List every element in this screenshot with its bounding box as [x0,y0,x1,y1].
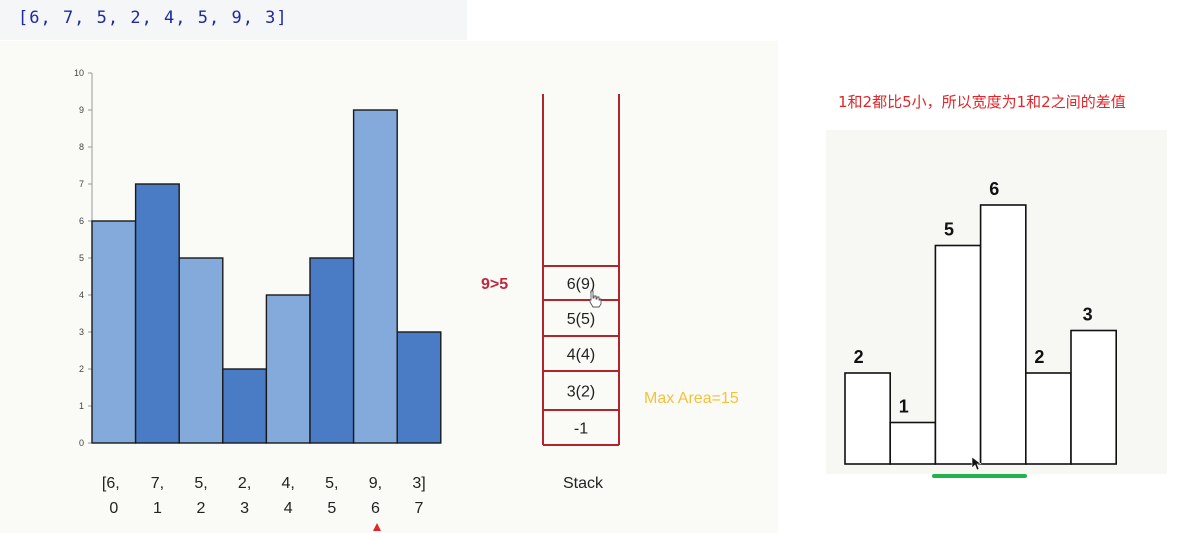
y-tick-label: 6 [79,216,84,226]
x-tick-label: 9, [369,475,382,492]
example-bar [934,244,982,465]
example-bar [844,372,892,465]
bar [178,257,224,444]
y-tick-label: 1 [79,401,84,411]
pointer-marker-icon [373,523,381,531]
y-tick-label: 4 [79,290,84,300]
x-tick-label: 5, [194,475,207,492]
stack-cell: 4(4) [567,347,595,364]
max-area-label: Max Area=15 [644,390,739,407]
note-text: 1和2都比5小，所以宽度为1和2之间的差值 [838,93,1126,111]
x-tick-labels: [6, 0 7, 1 5, 2 2, 3 4, 4 5, 5 9, 6 3] 7 [102,475,426,517]
code-bar: [6, 7, 5, 2, 4, 5, 9, 3] [0,0,467,40]
example-bar [1025,372,1072,465]
bar [396,331,442,444]
example-data-label: 2 [1034,347,1044,367]
bar [352,109,398,444]
x-index-label: 5 [327,500,336,517]
y-tick-label: 9 [79,105,84,115]
x-tick-label: 3] [412,475,425,492]
x-tick-label: [6, [102,475,120,492]
example-data-label: 6 [989,179,999,199]
example-bar [1070,329,1118,465]
x-tick-label: 7, [151,475,164,492]
example-bar-series [844,204,1118,465]
compare-label: 9>5 [481,276,508,293]
bar [222,368,268,444]
stack-cell: 5(5) [567,311,595,328]
y-tick-label: 7 [79,179,84,189]
width-highlight-line [932,474,1027,478]
bar [134,183,180,444]
bar [91,220,137,444]
arrow-cursor-icon [971,456,982,471]
example-data-label: 1 [899,397,909,417]
x-index-label: 6 [371,500,380,517]
y-tick-label: 5 [79,253,84,263]
stack-cell: -1 [574,421,588,438]
y-tick-label: 3 [79,327,84,337]
histogram-stack-svg: 0 1 2 3 4 5 6 7 8 9 10 [6, 0 7, 1 5, 2 2, 3 4, 4 5, 5 9, 6 3] 7 6… [74,68,739,531]
y-tick-label: 2 [79,364,84,374]
x-index-label: 1 [153,500,162,517]
x-tick-label: 5, [325,475,338,492]
example-data-label: 2 [854,347,864,367]
x-tick-label: 4, [282,475,295,492]
example-data-label: 3 [1083,305,1093,325]
bar [309,257,355,444]
stack-cell: 6(9) [567,276,595,293]
hand-cursor-icon [589,290,602,308]
example-bar [889,421,937,465]
stack-cell: 3(2) [567,384,595,401]
stack-diagram: 6(9) 5(5) 4(4) 3(2) -1 [542,94,620,446]
bar-series [91,109,442,444]
histogram-stack-panel: 0 1 2 3 4 5 6 7 8 9 10 [6, 0 7, 1 5, 2 2, 3 4, 4 5, 5 9, 6 3] 7 6… [0,41,778,533]
y-tick-label: 8 [79,142,84,152]
example-histogram-svg: 2 1 5 6 2 3 [844,179,1118,471]
example-bar [979,204,1027,465]
x-index-label: 4 [284,500,293,517]
example-histogram-panel: 2 1 5 6 2 3 [826,130,1167,474]
array-code-text: [6, 7, 5, 2, 4, 5, 9, 3] [18,8,288,28]
x-tick-label: 2, [238,475,251,492]
example-data-labels: 2 1 5 6 2 3 [854,179,1093,417]
stack-label: Stack [563,475,604,492]
y-tick-label: 10 [74,68,84,78]
example-data-label: 5 [944,220,954,240]
bar [265,294,311,444]
x-index-label: 0 [109,500,118,517]
x-index-label: 7 [415,500,424,517]
y-tick-label: 0 [79,438,84,448]
x-index-label: 2 [197,500,206,517]
x-index-label: 3 [240,500,249,517]
